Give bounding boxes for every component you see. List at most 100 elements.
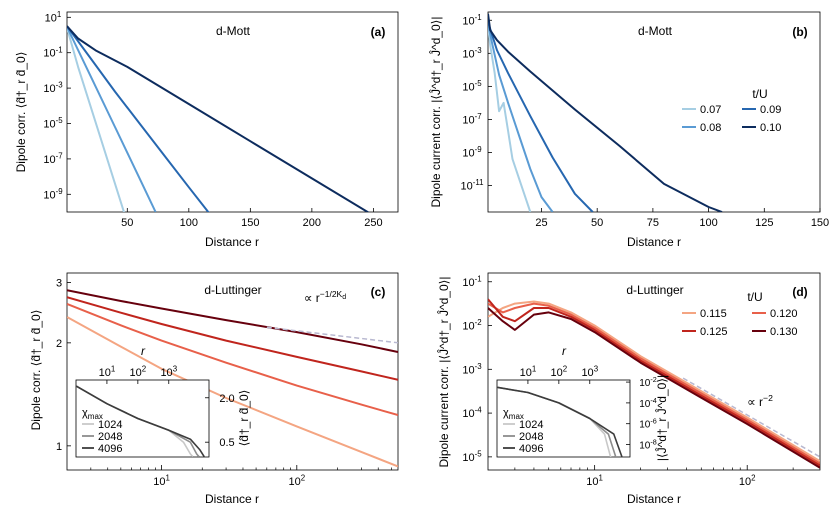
panel-d-ytick-label: 10-5: [462, 449, 482, 463]
panel-d-ytick-label: 10-2: [462, 318, 481, 332]
panel-d-inset-series-4096: [497, 386, 623, 457]
panel-d-inset-xtick-label: 102: [551, 365, 568, 379]
panel-d-inset-xtick-label: 101: [520, 365, 537, 379]
panel-c-series-group: [67, 289, 398, 468]
panel-d-legend-title: t/U: [747, 290, 762, 304]
panel-c-inset-ytick-label: 2.0: [219, 393, 234, 405]
panel-d-inset-ytick-label: 10-6: [639, 417, 657, 431]
panel-c-ylabel: Dipole corr. ⟨d̂†_r d̂_0⟩: [29, 310, 43, 431]
panel-d-legend-text-0.115: 0.115: [700, 308, 727, 320]
panel-d-legend-text-0.125: 0.125: [700, 326, 728, 338]
panel-b-series-0.10: [488, 13, 723, 212]
panel-d-legend-text-0.130: 0.130: [770, 326, 798, 338]
panel-d-inset-ylabel: |⟨Ĵ^d†_r Ĵ^d_0⟩|: [654, 375, 669, 461]
panel-a-series-0.10: [67, 25, 370, 212]
panel-d-inset-series-group: [497, 386, 623, 457]
panel-b-ylabel: Dipole current corr. |⟨Ĵ^d†_r Ĵ^d_0⟩|: [428, 17, 443, 208]
panel-d-series-group: [488, 298, 820, 469]
panel-c-inset-axes: [75, 379, 210, 458]
panel-b-ytick-label: 10-9: [462, 145, 482, 159]
panel-c-title: d-Luttinger: [204, 283, 261, 297]
panel-a-ytick-label: 10-9: [43, 187, 63, 201]
panel-d-inset-ytick-label: 10-4: [639, 396, 657, 410]
panel-a-series-0.07: [67, 27, 125, 212]
panel-b-series-0.08: [488, 23, 554, 212]
panel-c-inset-xtick-label: 103: [160, 365, 177, 379]
panel-c-inset-legend-text-1024: 1024: [98, 419, 122, 431]
panel-d-xtick-label: 102: [739, 474, 756, 488]
panel-a-title: d-Mott: [216, 24, 251, 38]
panel-c-inset-series-4096: [76, 385, 205, 457]
panel-d-ytick-label: 10-3: [462, 362, 482, 376]
panel-b-legend-text-0.09: 0.09: [760, 104, 781, 116]
panel-b-series-0.09: [488, 21, 594, 212]
panel-c-inset-legend-text-2048: 2048: [98, 431, 122, 443]
panel-c-inset-legend-text-4096: 4096: [98, 443, 122, 455]
panel-d-ytick-label: 10-4: [462, 406, 482, 420]
panel-c-series-0.120: [67, 302, 398, 417]
panel-d-legend-text-0.120: 0.120: [770, 308, 798, 320]
panel-d-inset-legend-text-1024: 1024: [519, 419, 543, 431]
panel-c-inset-xlabel: r: [141, 344, 146, 358]
panel-d-inset-xtick-label: 103: [581, 365, 598, 379]
panel-d-axes: [487, 272, 821, 471]
panel-b-ytick-label: 10-7: [462, 112, 481, 126]
panel-d-label: (d): [792, 285, 807, 299]
panel-c-series-0.125: [67, 296, 398, 381]
panel-d-xtick-label: 101: [586, 474, 603, 488]
panel-c-inset-legend-title: χmax: [82, 407, 103, 421]
panel-d-series-0.130: [488, 307, 820, 469]
panel-a-xtick-label: 250: [364, 217, 382, 229]
panel-b-legend-text-0.10: 0.10: [760, 122, 781, 134]
panel-a-ytick-label: 10-1: [43, 45, 63, 59]
panel-b-xtick-label: 25: [535, 217, 547, 229]
panel-b-xtick-label: 100: [699, 217, 717, 229]
panel-c-axes: [66, 272, 399, 471]
panel-b-xtick-label: 50: [591, 217, 603, 229]
panel-d-annotation: ∝ r−2: [747, 393, 773, 409]
panel-c-series-0.115: [67, 316, 398, 468]
panel-a-series-0.08: [67, 26, 157, 212]
panel-c-label: (c): [371, 285, 386, 299]
panel-a-xlabel: Distance r: [205, 235, 259, 249]
panel-a-xtick-label: 100: [180, 217, 198, 229]
panel-b-series-group: [488, 13, 723, 212]
panel-c-inset-ylabel: ⟨d̂†_r d̂_0⟩: [237, 390, 251, 447]
panel-d-series-0.125: [488, 298, 820, 467]
panel-d-inset-xlabel: r: [562, 344, 567, 358]
panel-a-xtick-label: 50: [121, 217, 133, 229]
panel-c-xtick-label: 101: [153, 474, 170, 488]
panel-b-series-0.07: [488, 25, 532, 212]
panel-b-title: d-Mott: [638, 24, 673, 38]
panel-b-ytick-label: 10-11: [460, 178, 484, 192]
panel-a-xtick-label: 150: [241, 217, 259, 229]
panel-b-axes: [487, 11, 821, 213]
panel-b-xlabel: Distance r: [627, 235, 681, 249]
panel-a-ytick-label: 10-3: [43, 81, 63, 95]
panel-b-label: (b): [792, 25, 807, 39]
panel-b-legend-text-0.07: 0.07: [700, 104, 721, 116]
panel-b-ytick-label: 10-5: [462, 79, 482, 93]
panel-c-inset-xtick-label: 101: [99, 365, 116, 379]
panel-d-inset-ytick-label: 10-2: [639, 375, 657, 389]
panel-a-ylabel: Dipole corr. ⟨d̂†_r d̂_0⟩: [14, 52, 28, 173]
panel-a-series-0.09: [67, 25, 210, 212]
panel-c-xlabel: Distance r: [205, 492, 259, 506]
panel-b-ytick-label: 10-1: [462, 13, 482, 27]
panel-a-ytick-label: 10-7: [43, 152, 62, 166]
panel-b-ytick-label: 10-3: [462, 46, 482, 60]
panel-b-xtick-label: 125: [755, 217, 773, 229]
panel-d-ytick-label: 10-1: [462, 274, 482, 288]
panel-c-annotation: ∝ r−1/2Kd: [304, 289, 346, 305]
panel-d-inset-legend-title: χmax: [503, 407, 524, 421]
panel-a-label: (a): [371, 25, 386, 39]
panel-d-inset-legend-text-2048: 2048: [519, 431, 543, 443]
panel-d-series-0.120: [488, 302, 820, 465]
panel-a-ytick-label: 10-5: [43, 116, 63, 130]
panel-b-legend-text-0.08: 0.08: [700, 122, 721, 134]
panel-c-inset-xtick-label: 102: [130, 365, 147, 379]
panel-c-xtick-label: 102: [288, 474, 305, 488]
panel-d-guide-line: [682, 377, 820, 458]
panel-c-series-0.130: [67, 289, 398, 353]
